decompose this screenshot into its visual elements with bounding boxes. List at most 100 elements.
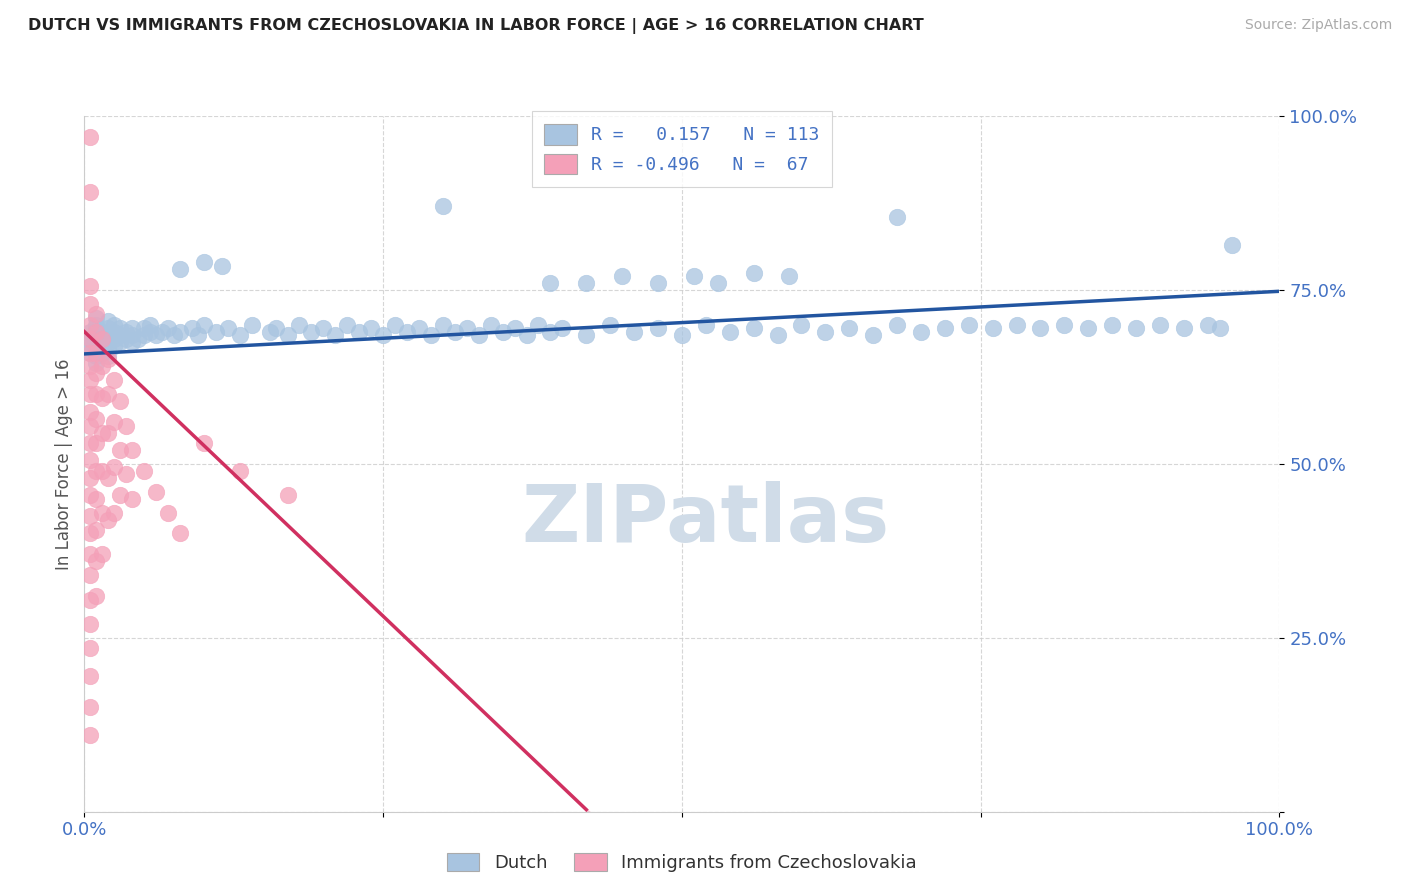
Point <box>110 488 132 502</box>
Point <box>467 328 491 343</box>
Point <box>1208 321 1230 335</box>
Point <box>132 328 156 343</box>
Point <box>163 328 186 343</box>
Point <box>84 328 107 343</box>
Point <box>838 321 860 335</box>
Point <box>84 464 107 478</box>
Point <box>575 276 598 290</box>
Point <box>205 325 228 339</box>
Point <box>1101 318 1123 332</box>
Point <box>187 328 209 343</box>
Point <box>84 318 107 332</box>
Point <box>91 338 114 352</box>
Point <box>79 359 101 374</box>
Point <box>1125 321 1147 335</box>
Point <box>84 307 107 321</box>
Point <box>419 328 441 343</box>
Point <box>742 321 765 335</box>
Point <box>79 526 101 541</box>
Point <box>259 325 281 339</box>
Point <box>132 321 156 335</box>
Point <box>79 436 101 450</box>
Point <box>79 318 101 332</box>
Point <box>115 332 138 346</box>
Point <box>97 512 120 526</box>
Point <box>79 488 101 502</box>
Point <box>1005 318 1028 332</box>
Point <box>84 411 107 425</box>
Point <box>115 418 138 433</box>
Point <box>264 321 287 335</box>
Point <box>79 669 101 683</box>
Point <box>84 491 107 506</box>
Point <box>91 506 114 520</box>
Point <box>84 345 107 359</box>
Point <box>193 255 215 269</box>
Point <box>779 268 801 283</box>
Point <box>79 700 101 714</box>
Point <box>408 321 430 335</box>
Point <box>97 387 120 401</box>
Point <box>610 268 633 283</box>
Point <box>103 332 125 346</box>
Point <box>110 328 132 343</box>
Point <box>103 325 125 339</box>
Point <box>444 325 467 339</box>
Point <box>79 325 101 339</box>
Point <box>115 325 138 339</box>
Point <box>84 367 107 381</box>
Point <box>623 325 645 339</box>
Point <box>79 405 101 419</box>
Point <box>91 359 114 374</box>
Point <box>79 641 101 656</box>
Point <box>79 387 101 401</box>
Point <box>97 352 120 367</box>
Point <box>150 325 173 339</box>
Point <box>503 321 526 335</box>
Point <box>349 325 371 339</box>
Point <box>121 328 143 343</box>
Point <box>169 325 191 339</box>
Point <box>79 728 101 742</box>
Point <box>396 325 419 339</box>
Point <box>228 464 252 478</box>
Point <box>103 506 125 520</box>
Point <box>103 338 125 352</box>
Point <box>1173 321 1195 335</box>
Point <box>934 321 956 335</box>
Point <box>1149 318 1171 332</box>
Point <box>301 325 323 339</box>
Point <box>79 345 101 359</box>
Text: DUTCH VS IMMIGRANTS FROM CZECHOSLOVAKIA IN LABOR FORCE | AGE > 16 CORRELATION CH: DUTCH VS IMMIGRANTS FROM CZECHOSLOVAKIA … <box>28 18 924 34</box>
Point <box>84 589 107 603</box>
Point <box>91 332 114 346</box>
Point <box>276 328 298 343</box>
Point <box>115 467 138 482</box>
Point <box>91 547 114 561</box>
Point <box>84 387 107 401</box>
Point <box>79 338 101 352</box>
Point <box>84 334 107 349</box>
Point <box>110 442 132 457</box>
Point <box>79 616 101 631</box>
Point <box>79 129 101 144</box>
Point <box>157 321 180 335</box>
Point <box>575 328 598 343</box>
Point <box>121 321 143 335</box>
Point <box>288 318 311 332</box>
Point <box>110 321 132 335</box>
Point <box>97 328 120 343</box>
Point <box>132 464 156 478</box>
Point <box>862 328 884 343</box>
Point <box>79 373 101 387</box>
Point <box>79 332 101 346</box>
Point <box>384 318 406 332</box>
Point <box>790 318 813 332</box>
Point <box>97 334 120 349</box>
Point <box>97 321 120 335</box>
Point <box>742 266 765 280</box>
Point <box>97 342 120 356</box>
Point <box>103 415 125 429</box>
Point <box>312 321 335 335</box>
Point <box>84 342 107 356</box>
